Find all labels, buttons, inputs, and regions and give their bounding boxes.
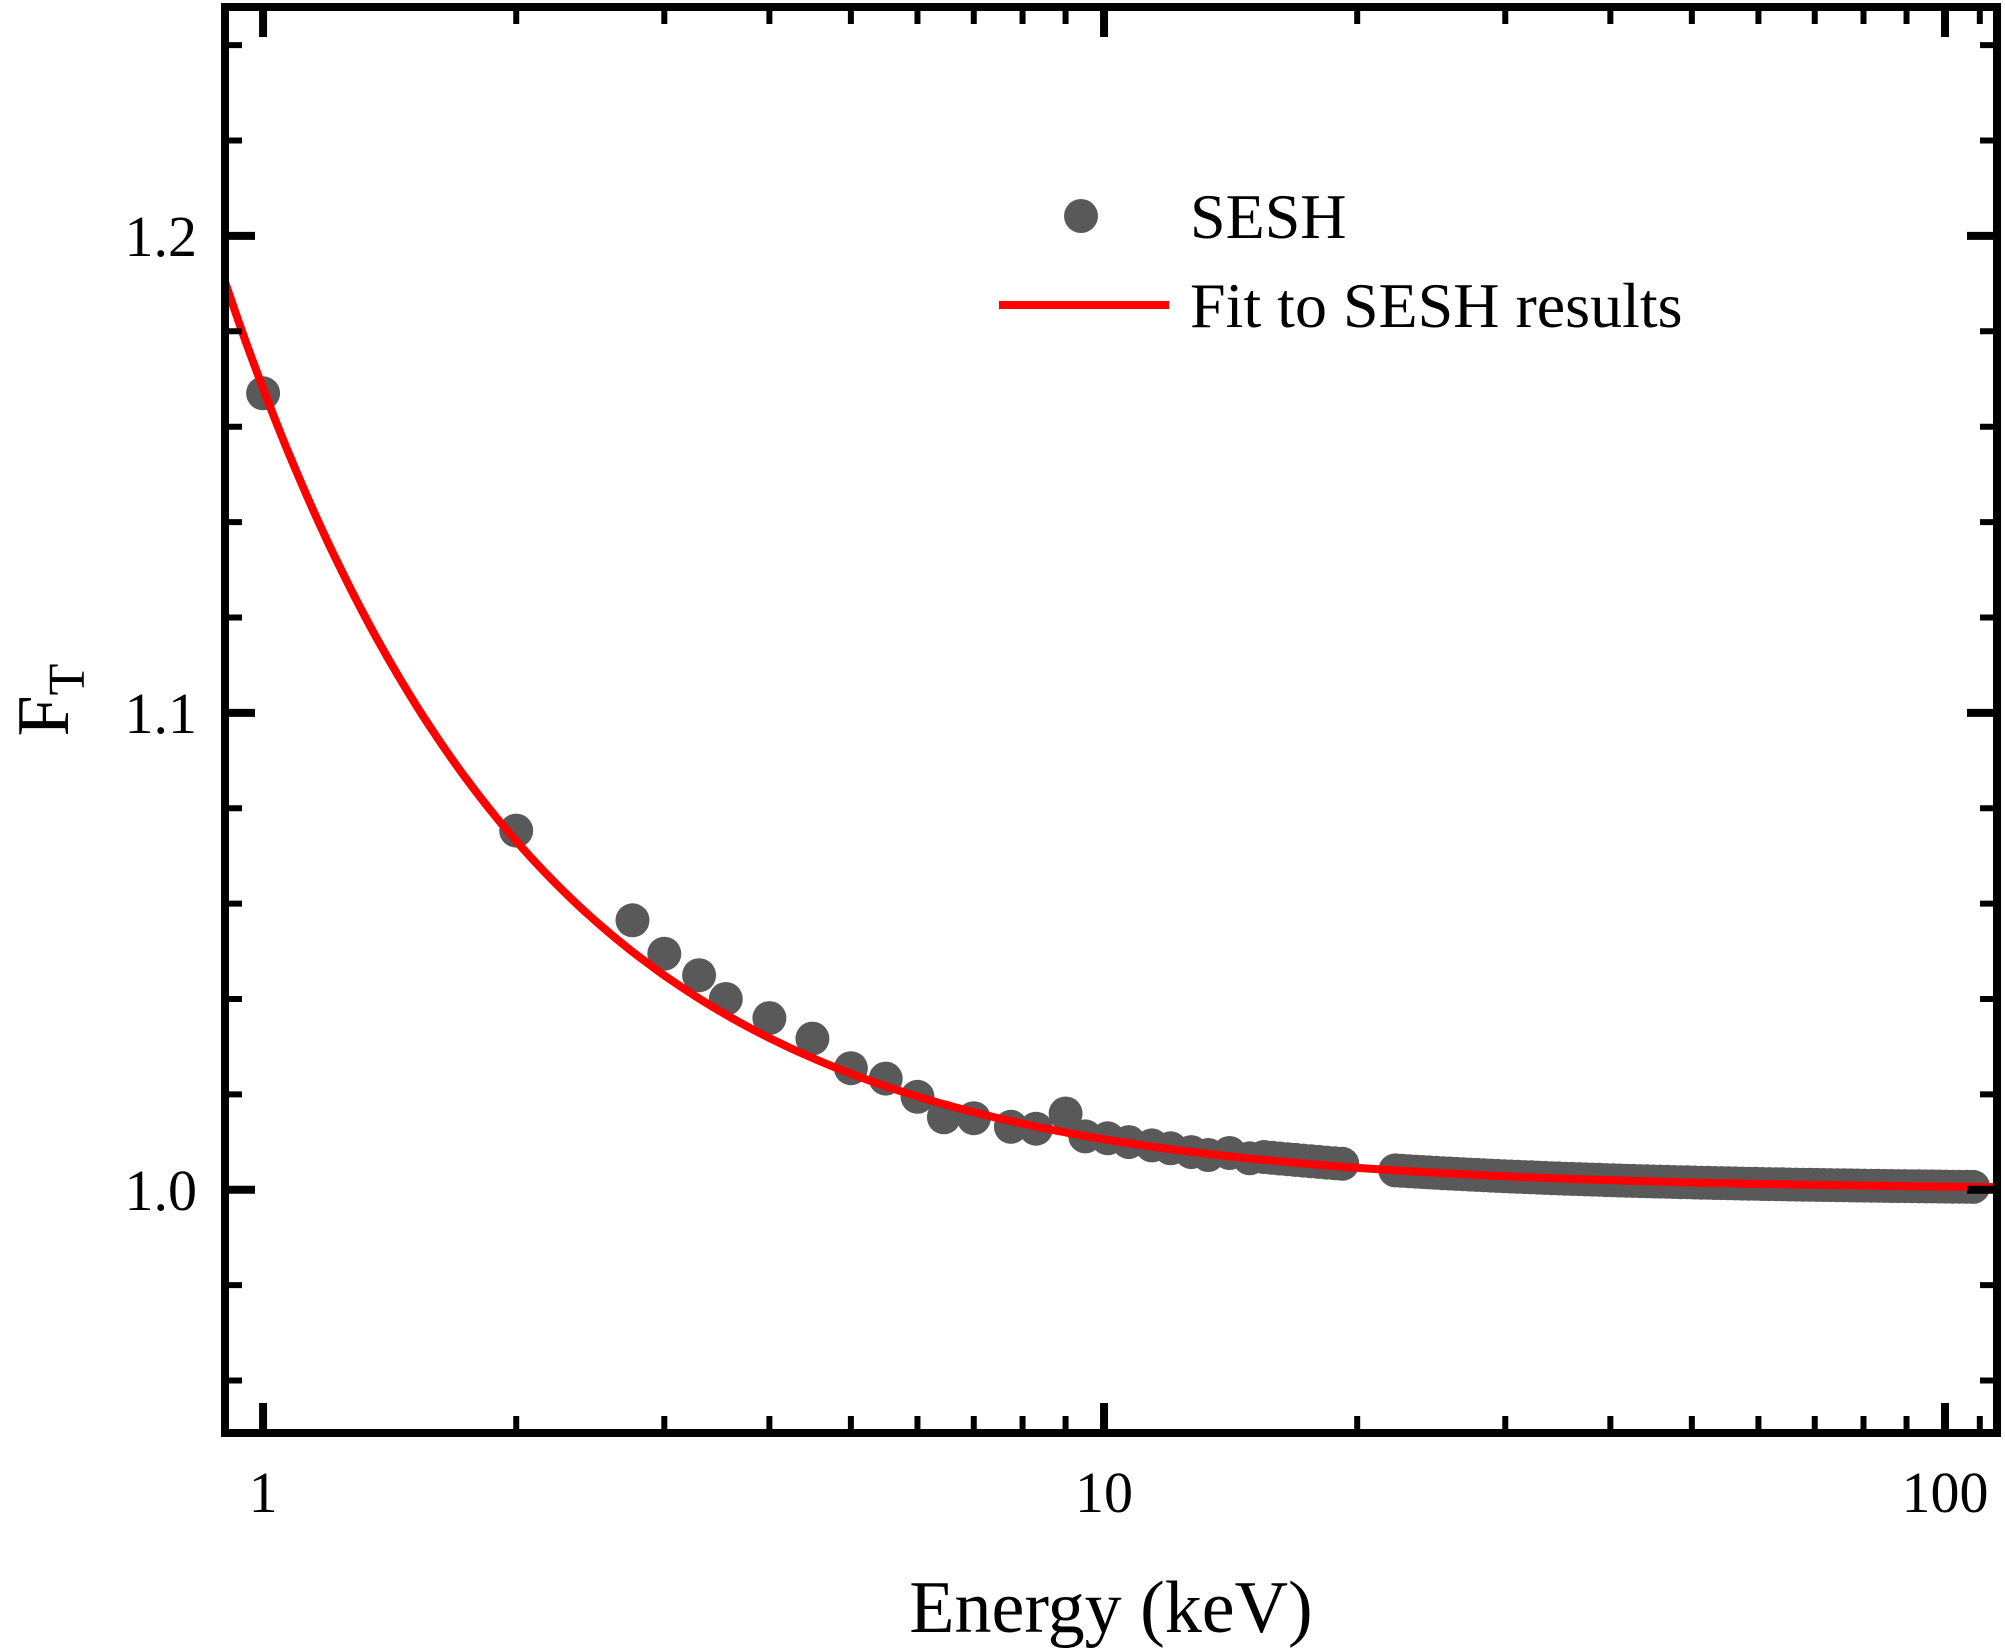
legend-label-fit: Fit to SESH results <box>1190 270 1683 341</box>
y-axis-title-base: F <box>3 695 85 736</box>
fit-curve <box>221 280 1998 1192</box>
y-tick-label: 1.2 <box>125 204 198 269</box>
x-tick-label: 100 <box>1902 1460 1989 1525</box>
data-point <box>752 1001 787 1036</box>
axis-ticks <box>225 7 1997 1433</box>
y-axis-title-subscript: T <box>39 664 96 696</box>
data-point <box>615 903 650 938</box>
plot-frame <box>221 3 2001 1437</box>
x-tick-label: 1 <box>249 1460 278 1525</box>
sesh-data-points <box>246 376 1991 1204</box>
data-point <box>795 1021 830 1056</box>
fit-line-path <box>221 280 1998 1192</box>
data-point <box>682 958 717 993</box>
legend-label-sesh: SESH <box>1190 181 1347 252</box>
legend: SESH Fit to SESH results <box>999 181 1683 341</box>
y-tick-label: 1.1 <box>125 681 198 746</box>
y-axis-title: FT <box>3 664 96 737</box>
x-axis-title: Energy (keV) <box>909 1567 1312 1649</box>
data-point <box>1048 1096 1083 1131</box>
data-point <box>647 936 682 971</box>
axis-tick-labels: 1 10 100 1.0 1.1 1.2 <box>125 204 1989 1525</box>
legend-marker-sesh-icon <box>1064 199 1098 233</box>
x-tick-label: 10 <box>1075 1460 1133 1525</box>
y-tick-label: 1.0 <box>125 1158 198 1223</box>
data-point <box>499 813 534 848</box>
